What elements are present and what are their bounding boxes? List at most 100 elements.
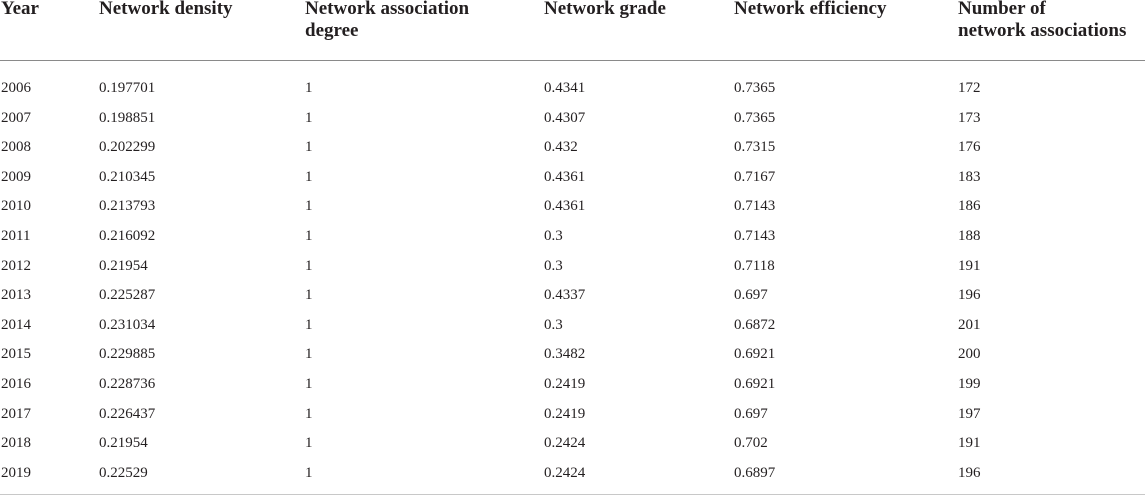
cell-network-association-degree: 1 (305, 80, 313, 96)
table-row: 2008 0.202299 1 0.432 0.7315 176 (0, 133, 1145, 163)
cell-year: 2009 (1, 168, 31, 185)
cell-number-of-network-associations: 183 (958, 168, 981, 185)
cell-network-density: 0.202299 (99, 139, 156, 156)
cell-number-of-network-associations: 196 (958, 464, 981, 481)
cell-network-association-degree: 1 (305, 109, 313, 126)
table-row: 2007 0.198851 1 0.4307 0.7365 173 (0, 104, 1145, 134)
cell-network-efficiency: 0.7167 (734, 168, 776, 185)
cell-year: 2017 (1, 405, 31, 422)
header-network-grade: Network grade (544, 0, 666, 19)
cell-number-of-network-associations: 173 (958, 109, 981, 126)
cell-network-association-degree: 1 (305, 139, 313, 156)
cell-year: 2014 (1, 316, 31, 333)
cell-number-of-network-associations: 172 (958, 80, 981, 96)
table-body: 2006 0.197701 1 0.4341 0.7365 172 2007 0.198851… (0, 74, 1145, 488)
cell-network-density: 0.22529 (99, 464, 148, 481)
cell-network-efficiency: 0.702 (734, 435, 768, 452)
cell-network-density: 0.21954 (99, 257, 148, 274)
cell-year: 2018 (1, 435, 31, 452)
cell-year: 2013 (1, 287, 31, 304)
cell-year: 2006 (1, 80, 31, 96)
cell-network-association-degree: 1 (305, 227, 313, 244)
cell-network-association-degree: 1 (305, 346, 313, 363)
table-bottom-rule (0, 494, 1145, 495)
cell-network-density: 0.198851 (99, 109, 156, 126)
cell-network-density: 0.197701 (99, 80, 156, 96)
cell-year: 2007 (1, 109, 31, 126)
table-row: 2017 0.226437 1 0.2419 0.697 197 (0, 400, 1145, 430)
cell-network-grade: 0.2419 (544, 405, 586, 422)
cell-network-grade: 0.3 (544, 316, 563, 333)
cell-network-efficiency: 0.6921 (734, 375, 776, 392)
cell-number-of-network-associations: 200 (958, 346, 981, 363)
table-row: 2011 0.216092 1 0.3 0.7143 188 (0, 222, 1145, 252)
cell-number-of-network-associations: 197 (958, 405, 981, 422)
cell-network-efficiency: 0.7143 (734, 227, 776, 244)
cell-network-efficiency: 0.7143 (734, 198, 776, 215)
table-header: Year Network density Network association… (0, 0, 1145, 61)
table-row: 2019 0.22529 1 0.2424 0.6897 196 (0, 459, 1145, 489)
cell-network-density: 0.231034 (99, 316, 156, 333)
cell-network-association-degree: 1 (305, 435, 313, 452)
cell-network-density: 0.21954 (99, 435, 148, 452)
cell-network-grade: 0.4337 (544, 287, 586, 304)
cell-network-association-degree: 1 (305, 464, 313, 481)
cell-number-of-network-associations: 191 (958, 257, 981, 274)
cell-network-association-degree: 1 (305, 287, 313, 304)
cell-network-efficiency: 0.7365 (734, 109, 776, 126)
header-number-of-network-associations: Number of network associations (958, 0, 1127, 41)
cell-network-efficiency: 0.6921 (734, 346, 776, 363)
cell-network-density: 0.216092 (99, 227, 156, 244)
cell-network-association-degree: 1 (305, 405, 313, 422)
cell-network-grade: 0.2424 (544, 464, 586, 481)
cell-network-density: 0.226437 (99, 405, 156, 422)
cell-network-grade: 0.432 (544, 139, 578, 156)
cell-network-density: 0.225287 (99, 287, 156, 304)
cell-network-association-degree: 1 (305, 375, 313, 392)
cell-year: 2012 (1, 257, 31, 274)
table-row: 2013 0.225287 1 0.4337 0.697 196 (0, 281, 1145, 311)
table-row: 2014 0.231034 1 0.3 0.6872 201 (0, 311, 1145, 341)
header-year: Year (1, 0, 39, 19)
cell-network-grade: 0.2419 (544, 375, 586, 392)
cell-network-density: 0.210345 (99, 168, 156, 185)
cell-network-density: 0.228736 (99, 375, 156, 392)
cell-number-of-network-associations: 188 (958, 227, 981, 244)
table-row: 2009 0.210345 1 0.4361 0.7167 183 (0, 163, 1145, 193)
cell-network-grade: 0.4361 (544, 198, 586, 215)
cell-network-association-degree: 1 (305, 316, 313, 333)
table-row: 2016 0.228736 1 0.2419 0.6921 199 (0, 370, 1145, 400)
cell-number-of-network-associations: 199 (958, 375, 981, 392)
cell-year: 2015 (1, 346, 31, 363)
cell-year: 2016 (1, 375, 31, 392)
cell-network-association-degree: 1 (305, 198, 313, 215)
cell-number-of-network-associations: 191 (958, 435, 981, 452)
cell-number-of-network-associations: 201 (958, 316, 981, 333)
cell-network-association-degree: 1 (305, 257, 313, 274)
cell-network-efficiency: 0.7118 (734, 257, 775, 274)
cell-network-efficiency: 0.7315 (734, 139, 776, 156)
cell-network-efficiency: 0.6897 (734, 464, 776, 481)
cell-year: 2010 (1, 198, 31, 215)
cell-year: 2019 (1, 464, 31, 481)
cell-number-of-network-associations: 196 (958, 287, 981, 304)
cell-network-grade: 0.4341 (544, 80, 586, 96)
cell-network-grade: 0.3482 (544, 346, 586, 363)
table-row: 2012 0.21954 1 0.3 0.7118 191 (0, 252, 1145, 282)
cell-network-grade: 0.3 (544, 257, 563, 274)
table-row: 2010 0.213793 1 0.4361 0.7143 186 (0, 192, 1145, 222)
cell-network-efficiency: 0.697 (734, 287, 768, 304)
cell-network-association-degree: 1 (305, 168, 313, 185)
header-network-association-degree: Network association degree (305, 0, 470, 41)
cell-network-efficiency: 0.697 (734, 405, 768, 422)
cell-network-grade: 0.4307 (544, 109, 586, 126)
cell-year: 2011 (1, 227, 31, 244)
table-row: 2015 0.229885 1 0.3482 0.6921 200 (0, 340, 1145, 370)
cell-network-density: 0.229885 (99, 346, 156, 363)
header-network-efficiency: Network efficiency (734, 0, 887, 19)
cell-network-grade: 0.3 (544, 227, 563, 244)
cell-network-efficiency: 0.7365 (734, 80, 776, 96)
cell-network-grade: 0.4361 (544, 168, 586, 185)
table-row: 2018 0.21954 1 0.2424 0.702 191 (0, 429, 1145, 459)
cell-number-of-network-associations: 176 (958, 139, 981, 156)
